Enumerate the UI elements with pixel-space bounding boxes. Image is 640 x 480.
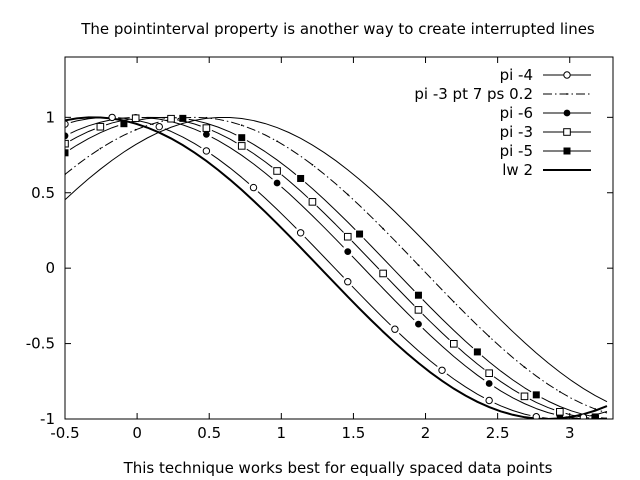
legend-marker (563, 128, 571, 136)
series-0-point (438, 366, 446, 374)
series-3-point (96, 122, 105, 131)
series-3-point (202, 124, 211, 132)
series-3-point (308, 198, 317, 206)
series-3-point (237, 142, 246, 150)
series-0-point (65, 120, 69, 128)
plot-frame (64, 56, 614, 420)
series-1-point (205, 116, 208, 119)
series-3-point (343, 232, 352, 241)
series-3-point (556, 408, 564, 416)
series-4-point (120, 120, 128, 128)
y-tick-label: 1 (45, 108, 55, 126)
series-4-point (297, 174, 305, 182)
series-4-point (473, 348, 481, 356)
x-tick-label: 1 (277, 424, 287, 442)
series-2-point (344, 248, 352, 256)
series-2-point (273, 179, 281, 187)
x-tick-label: 1.5 (341, 424, 365, 442)
legend-marker (563, 109, 571, 117)
series-0-point (532, 413, 540, 419)
series-4-point (532, 391, 540, 399)
series-1-point (452, 300, 455, 303)
series-4-point (65, 149, 69, 157)
series-3-point (450, 340, 458, 348)
series-0-point (202, 147, 211, 155)
y-tick-label: -1 (40, 410, 55, 428)
legend-marker (563, 147, 571, 155)
legend: pi -4pi -3 pt 7 ps 0.2pi -6pi -3pi -5lw … (414, 66, 591, 179)
series-0-point (108, 113, 116, 122)
series-1-point (346, 193, 349, 196)
x-tick-label: 2.5 (486, 424, 510, 442)
series-3-point (520, 392, 529, 401)
legend-label: pi -3 pt 7 ps 0.2 (414, 85, 533, 103)
series-line-2 (70, 117, 608, 419)
series-4-point (238, 134, 246, 142)
series-1-point (594, 408, 597, 410)
x-tick-label: 2 (421, 424, 431, 442)
series-0-point (391, 325, 399, 333)
series-1-point (134, 128, 137, 131)
y-tick-label: 0 (45, 259, 55, 277)
series-line-1 (65, 116, 608, 414)
x-tick-label: 0 (132, 424, 142, 442)
series-1-point (523, 366, 526, 369)
x-tick-label: -0.5 (50, 424, 79, 442)
legend-marker (566, 93, 568, 95)
series-4-point (179, 114, 187, 122)
series-1-point (382, 227, 385, 230)
series-3-point (414, 306, 423, 314)
series-1-point (276, 140, 278, 143)
series-4-point (414, 291, 422, 299)
series-1-point (99, 147, 102, 150)
axis-ticks: -0.5 0 0.5 1 1.5 2 2.5 3-1-0.500.51 (26, 57, 613, 442)
plot-curves (65, 116, 608, 419)
series-0-point (485, 396, 493, 405)
series-0-point (344, 278, 352, 286)
series-3-point (379, 269, 387, 278)
x-axis-label: This technique works best for equally sp… (123, 459, 553, 477)
series-4-point (356, 230, 364, 238)
series-0-point (249, 183, 258, 192)
y-tick-label: -0.5 (26, 335, 55, 353)
series-3-point (485, 369, 493, 378)
series-line-6 (65, 116, 608, 403)
series-2-point (65, 132, 69, 140)
series-1-point (240, 124, 243, 127)
chart-title: The pointinterval property is another wa… (80, 20, 595, 38)
series-1-point (417, 264, 420, 267)
x-tick-label: 0.5 (197, 424, 221, 442)
series-3-point (273, 167, 281, 175)
series-line-3 (70, 116, 607, 419)
legend-marker (563, 71, 571, 79)
legend-label: pi -6 (500, 104, 533, 122)
legend-label: pi -3 (500, 123, 533, 141)
series-0-point (579, 413, 588, 419)
series-0-point (155, 122, 163, 131)
series-0-point (296, 229, 305, 237)
series-line-5 (65, 116, 608, 419)
legend-label: lw 2 (502, 161, 533, 179)
series-2-point (485, 380, 493, 387)
series-3-point (131, 114, 140, 123)
y-tick-label: 0.5 (31, 184, 55, 202)
series-4-point (591, 413, 599, 419)
plot-markers (65, 113, 599, 419)
series-2-point (202, 131, 210, 138)
series-2-point (415, 320, 422, 328)
series-1-point (558, 390, 561, 393)
series-3-point (167, 114, 175, 123)
series-1-point (311, 163, 314, 166)
legend-label: pi -4 (500, 66, 533, 84)
series-1-point (488, 335, 491, 338)
legend-label: pi -5 (500, 142, 533, 160)
x-tick-label: 3 (565, 424, 575, 442)
